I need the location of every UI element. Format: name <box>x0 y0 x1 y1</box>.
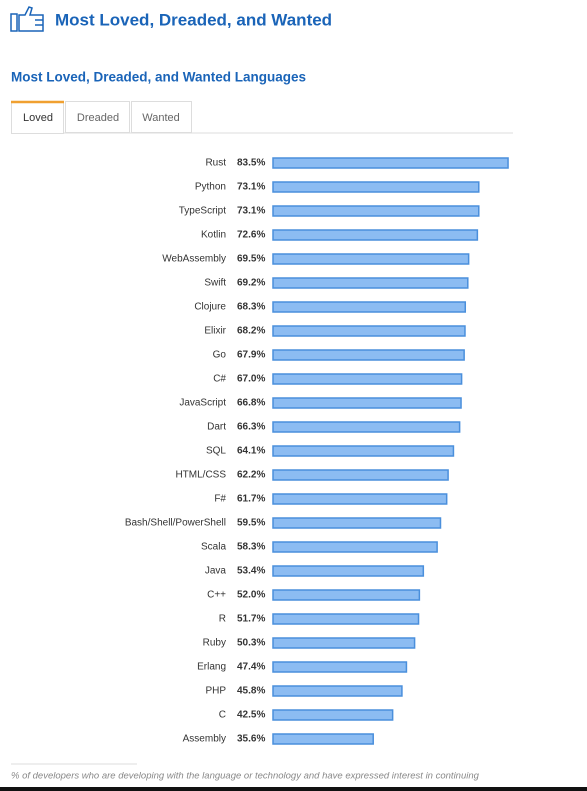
category-label: Elixir <box>204 326 226 337</box>
value-label: 59.5% <box>237 518 265 529</box>
bar <box>272 709 394 721</box>
value-label: 42.5% <box>237 710 265 721</box>
value-label: 68.2% <box>237 326 265 337</box>
chart-title: Most Loved, Dreaded, and Wanted Language… <box>11 70 306 85</box>
category-label: Ruby <box>203 638 226 649</box>
value-label: 35.6% <box>237 734 265 745</box>
bar <box>272 373 463 385</box>
value-label: 67.9% <box>237 350 265 361</box>
category-label: JavaScript <box>179 398 226 409</box>
bar <box>272 589 421 601</box>
tab[interactable] <box>11 101 64 134</box>
category-label: Bash/Shell/PowerShell <box>125 518 226 529</box>
bar <box>272 445 455 457</box>
bar <box>272 181 480 193</box>
category-label: C# <box>213 374 226 385</box>
value-label: 73.1% <box>237 182 265 193</box>
bar <box>272 301 467 313</box>
category-label: Rust <box>205 158 226 169</box>
category-label: Kotlin <box>201 230 226 241</box>
bar <box>272 205 480 217</box>
bar <box>272 397 462 409</box>
value-label: 64.1% <box>237 446 265 457</box>
value-label: 72.6% <box>237 230 265 241</box>
category-label: Swift <box>204 278 226 289</box>
tab[interactable] <box>65 101 130 133</box>
value-label: 68.3% <box>237 302 265 313</box>
bar <box>272 565 425 577</box>
value-label: 45.8% <box>237 686 265 697</box>
tab-label[interactable]: Dreaded <box>77 112 119 124</box>
category-label: Java <box>205 566 227 577</box>
value-label: 73.1% <box>237 206 265 217</box>
value-label: 50.3% <box>237 638 265 649</box>
tab[interactable] <box>131 101 192 133</box>
tab-label[interactable]: Wanted <box>142 112 180 124</box>
bar <box>272 253 470 265</box>
value-label: 69.2% <box>237 278 265 289</box>
value-label: 51.7% <box>237 614 265 625</box>
bar <box>272 733 374 745</box>
category-label: C <box>219 710 226 721</box>
category-label: Erlang <box>197 662 226 673</box>
category-label: R <box>219 614 226 625</box>
bar <box>272 349 465 361</box>
value-label: 67.0% <box>237 374 265 385</box>
value-label: 47.4% <box>237 662 265 673</box>
category-label: Scala <box>201 542 226 553</box>
category-label: C++ <box>207 590 226 601</box>
page-title: Most Loved, Dreaded, and Wanted <box>55 10 332 29</box>
value-label: 66.8% <box>237 398 265 409</box>
header-icon <box>10 6 44 32</box>
value-label: 53.4% <box>237 566 265 577</box>
category-label: WebAssembly <box>162 254 226 265</box>
bar <box>272 541 438 553</box>
bar <box>272 469 449 481</box>
category-label: Assembly <box>183 734 226 745</box>
bottom-bar <box>0 787 587 791</box>
tab-label[interactable]: Loved <box>23 112 53 124</box>
category-label: Python <box>195 182 226 193</box>
value-label: 58.3% <box>237 542 265 553</box>
category-label: Dart <box>207 422 226 433</box>
bar <box>272 613 420 625</box>
bar <box>272 277 469 289</box>
bar <box>272 229 479 241</box>
category-label: SQL <box>206 446 226 457</box>
bar <box>272 493 448 505</box>
value-label: 62.2% <box>237 470 265 481</box>
value-label: 69.5% <box>237 254 265 265</box>
category-label: HTML/CSS <box>175 470 226 481</box>
value-label: 66.3% <box>237 422 265 433</box>
bar <box>272 637 416 649</box>
bar <box>272 517 442 529</box>
category-label: Go <box>213 350 227 361</box>
category-label: Clojure <box>194 302 226 313</box>
value-label: 52.0% <box>237 590 265 601</box>
category-label: F# <box>214 494 226 505</box>
value-label: 83.5% <box>237 158 265 169</box>
bar <box>272 661 408 673</box>
category-label: PHP <box>205 686 226 697</box>
bar <box>272 325 466 337</box>
category-label: TypeScript <box>179 206 226 217</box>
bar <box>272 157 509 169</box>
bar <box>272 421 461 433</box>
bar <box>272 685 403 697</box>
value-label: 61.7% <box>237 494 265 505</box>
footnote: % of developers who are developing with … <box>11 771 480 782</box>
